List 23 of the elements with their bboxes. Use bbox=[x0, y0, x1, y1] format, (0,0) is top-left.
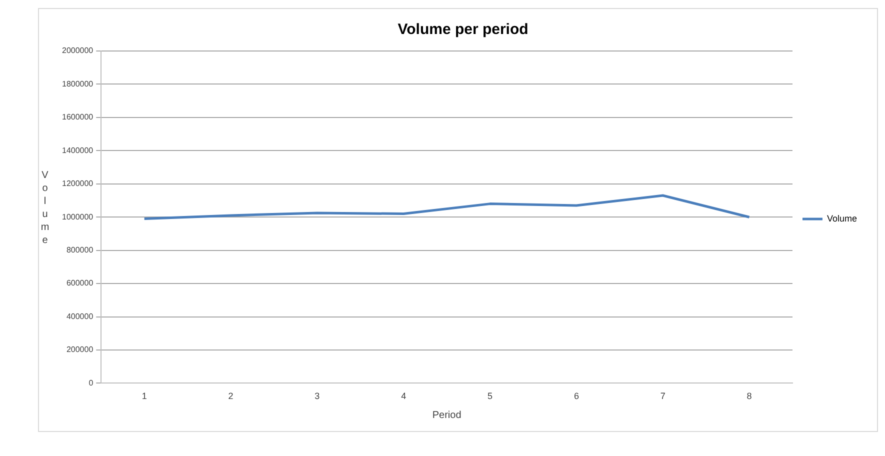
y-tick-label: 800000 bbox=[66, 246, 94, 255]
x-tick-label: 1 bbox=[142, 391, 147, 402]
x-axis-title: Period bbox=[432, 410, 462, 421]
y-tick-label: 200000 bbox=[66, 345, 94, 354]
legend-label: Volume bbox=[826, 213, 858, 224]
x-tick-label: 6 bbox=[574, 391, 579, 402]
chart-title: Volume per period bbox=[398, 21, 528, 38]
y-tick-label: 600000 bbox=[66, 278, 94, 288]
x-tick-label: 4 bbox=[401, 391, 406, 402]
y-tick-label: 0 bbox=[88, 378, 94, 388]
y-tick-label: 1200000 bbox=[62, 179, 94, 188]
y-tick-label: 400000 bbox=[66, 312, 94, 321]
y-tick-label: 1600000 bbox=[62, 112, 94, 122]
y-tick-label: 1800000 bbox=[62, 79, 94, 88]
y-axis-title: Volume bbox=[40, 170, 50, 246]
x-tick-label: 2 bbox=[228, 391, 234, 402]
y-tick-label: 2000000 bbox=[62, 46, 94, 56]
x-tick-label: 5 bbox=[488, 391, 493, 402]
x-tick-label: 3 bbox=[314, 391, 320, 402]
y-tick-label: 1400000 bbox=[62, 146, 94, 155]
x-tick-label: 7 bbox=[660, 391, 666, 402]
x-tick-label: 8 bbox=[746, 391, 752, 402]
y-tick-label: 1000000 bbox=[62, 212, 94, 222]
